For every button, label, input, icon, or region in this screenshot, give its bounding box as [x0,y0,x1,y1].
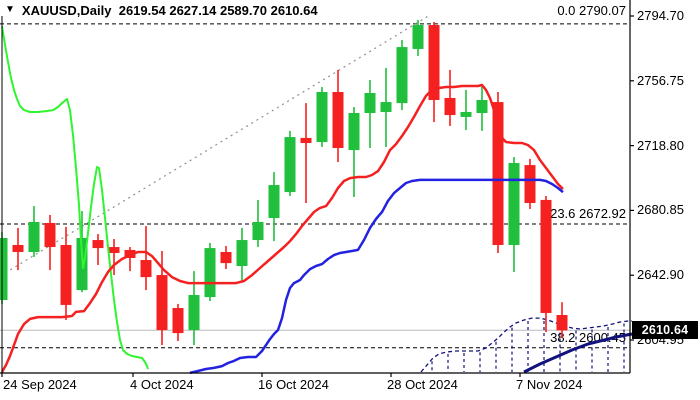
candle-bullish [28,221,40,252]
candle-bullish [380,102,392,112]
green-indicator-line [1,25,149,370]
ohlc-high: 2627.14 [169,3,217,18]
candle-bullish [0,237,8,300]
candle-bearish [92,240,104,249]
symbol-period-label: XAUUSD,Daily [21,3,112,18]
chart-header: ▼ XAUUSD,Daily 2619.54 2627.14 2589.70 26… [5,3,318,18]
cloud-lower-solid-line [523,332,633,374]
candle-bullish [396,47,408,104]
fib-label-38-2: 38.2 2600.45 [550,330,626,345]
ohlc-open: 2619.54 [118,3,166,18]
date-axis-label: 24 Sep 2024 [3,377,77,392]
date-axis-label: 16 Oct 2024 [258,377,329,392]
price-axis-label: 2642.90 [637,267,684,282]
price-axis-label: 2680.85 [637,202,684,217]
candle-bearish [300,137,312,144]
ohlc-low: 2589.70 [219,3,267,18]
candle-bullish [364,93,376,113]
candle-bearish [428,25,440,101]
candle-bearish [524,165,536,203]
ohlc-close: 2610.64 [270,3,318,18]
candle-bullish [316,91,328,143]
date-axis-label: 7 Nov 2024 [516,377,583,392]
candle-bullish [460,111,472,117]
candle-bearish [332,91,344,149]
candle-bullish [268,185,280,219]
candle-bullish [476,100,488,113]
date-axis-label: 4 Oct 2024 [130,377,194,392]
candle-bullish [252,221,264,241]
candle-bearish [556,315,568,331]
candle-bearish [60,244,72,305]
candle-bearish [12,244,24,252]
price-axis-label: 2756.75 [637,73,684,88]
candle-bullish [412,25,424,49]
candle-bearish [140,260,152,278]
price-axis-label: 2718.80 [637,138,684,153]
candle-bullish [348,112,360,151]
current-price-badge: 2610.64 [632,321,698,339]
candle-bearish [44,222,56,248]
candle-bearish [444,97,456,116]
fib-label-23-6: 23.6 2672.92 [550,206,626,221]
candle-bearish [540,199,552,313]
candle-bullish [188,295,200,331]
candle-bearish [492,102,504,245]
symbol-dropdown-icon: ▼ [5,4,15,15]
candle-bearish [108,247,120,254]
price-axis-label: 2794.70 [637,8,684,23]
candle-bearish [220,251,232,264]
cloud-upper-dashed-line [420,317,632,373]
candle-bullish [508,163,520,245]
date-axis-label: 28 Oct 2024 [387,377,458,392]
blue-ma-line [189,178,564,375]
candle-bearish [156,275,168,331]
candle-bullish [204,248,216,298]
fib-label-0: 0.0 2790.07 [557,3,626,18]
candle-bullish [236,240,248,266]
candle-bullish [284,137,296,193]
candle-bearish [172,308,184,334]
red-ma-line [0,83,564,373]
